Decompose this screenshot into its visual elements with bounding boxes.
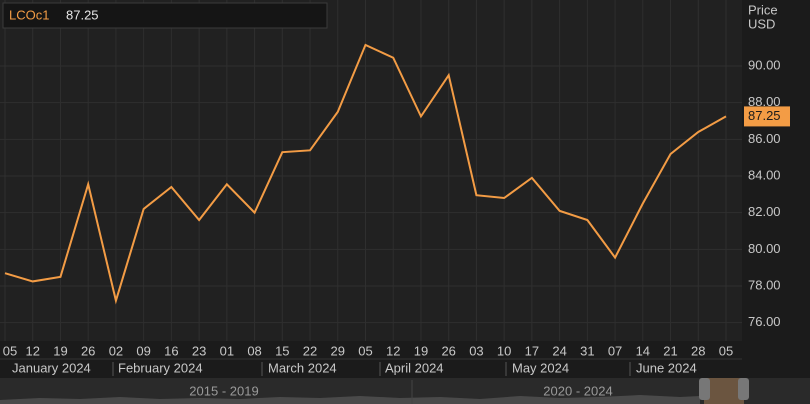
- x-tick-label: 19: [53, 343, 67, 358]
- navigator-handle[interactable]: [738, 378, 749, 400]
- x-tick-label: 09: [136, 343, 150, 358]
- x-tick-label: 03: [469, 343, 483, 358]
- line: [4, 43, 727, 305]
- x-tick-label: 29: [331, 343, 345, 358]
- x-tick-label: 15: [275, 343, 289, 358]
- legend-name: LCOc1: [9, 7, 49, 22]
- navigator-handle[interactable]: [699, 378, 710, 400]
- x-tick-label: 26: [441, 343, 455, 358]
- y-tick-label: 80.00: [748, 241, 781, 256]
- x-tick-label: 05: [358, 343, 372, 358]
- x-tick-label: 01: [220, 343, 234, 358]
- x-tick-label: 22: [303, 343, 317, 358]
- x-tick-label: 28: [691, 343, 705, 358]
- x-tick-label: 05: [719, 343, 733, 358]
- x-tick-label: 26: [81, 343, 95, 358]
- y-tick-label: 88.00: [748, 94, 781, 109]
- x-tick-label: 14: [636, 343, 650, 358]
- last-value-box: [744, 106, 790, 127]
- x-tick-label: 07: [608, 343, 622, 358]
- y-tick-label: 86.00: [748, 131, 781, 146]
- legend-value: 87.25: [66, 7, 99, 22]
- y-tick-label: 76.00: [748, 314, 781, 329]
- x-tick-label: 21: [663, 343, 677, 358]
- y-tick-label: 84.00: [748, 167, 781, 182]
- x-tick-label: 31: [580, 343, 594, 358]
- month-label: March 2024: [268, 360, 337, 375]
- x-tick-label: 12: [386, 343, 400, 358]
- navigator-label: 2015 - 2019: [189, 383, 258, 398]
- month-label: January 2024: [12, 360, 91, 375]
- axis-area: [742, 0, 810, 341]
- x-tick-label: 17: [525, 343, 539, 358]
- x-tick-label: 19: [414, 343, 428, 358]
- y-tick-label: 90.00: [748, 57, 781, 72]
- x-tick-label: 08: [247, 343, 261, 358]
- plot-area: [0, 0, 742, 341]
- month-label: February 2024: [118, 360, 203, 375]
- legend-box: [2, 2, 328, 29]
- x-tick-label: 23: [192, 343, 206, 358]
- navigator-label: 2020 - 2024: [543, 383, 612, 398]
- x-tick-label: 16: [164, 343, 178, 358]
- y-tick-label: 82.00: [748, 204, 781, 219]
- x-tick-label: 05: [3, 343, 17, 358]
- month-label: June 2024: [636, 360, 697, 375]
- navigator-window[interactable]: [704, 378, 744, 404]
- navigator-sparkline: [0, 395, 700, 404]
- month-label: April 2024: [385, 360, 444, 375]
- month-label: May 2024: [512, 360, 569, 375]
- y-axis-label: Price: [748, 2, 778, 17]
- y-axis-label: USD: [748, 16, 775, 31]
- x-tick-label: 02: [109, 343, 123, 358]
- x-tick-label: 24: [552, 343, 566, 358]
- last-value-label: 87.25: [748, 108, 781, 123]
- x-tick-label: 10: [497, 343, 511, 358]
- x-tick-label: 12: [25, 343, 39, 358]
- y-tick-label: 78.00: [748, 277, 781, 292]
